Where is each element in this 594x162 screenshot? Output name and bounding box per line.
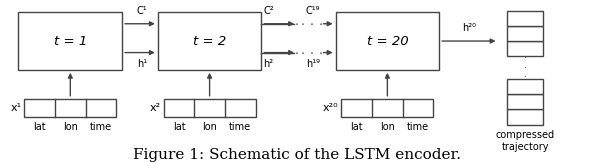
Text: lat: lat: [33, 122, 46, 132]
Text: C¹⁹: C¹⁹: [306, 6, 320, 16]
Text: h¹: h¹: [137, 59, 147, 69]
Text: Figure 1: Schematic of the LSTM encoder.: Figure 1: Schematic of the LSTM encoder.: [133, 148, 461, 162]
Text: $\cdot\cdot\cdot\cdot$: $\cdot\cdot\cdot\cdot$: [295, 46, 323, 59]
Bar: [507, 26, 543, 41]
Bar: [158, 12, 261, 70]
Text: h²: h²: [264, 59, 274, 69]
Text: lon: lon: [202, 122, 217, 132]
Text: C²: C²: [263, 6, 274, 16]
Text: compressed
trajectory: compressed trajectory: [495, 130, 555, 152]
Text: x¹: x¹: [10, 103, 21, 113]
Bar: [336, 12, 439, 70]
Text: lat: lat: [173, 122, 185, 132]
Text: h¹⁹: h¹⁹: [306, 59, 320, 69]
Text: t = 1: t = 1: [53, 35, 87, 48]
Text: time: time: [90, 122, 112, 132]
Bar: [507, 41, 543, 56]
Bar: [18, 12, 122, 70]
Text: C¹: C¹: [137, 6, 147, 16]
Bar: [507, 79, 543, 94]
Bar: [507, 94, 543, 110]
Text: ·
·
·: · · ·: [524, 53, 527, 82]
Text: h²⁰: h²⁰: [462, 23, 476, 33]
Bar: [507, 11, 543, 26]
Text: time: time: [407, 122, 429, 132]
Bar: [164, 99, 255, 117]
Bar: [342, 99, 433, 117]
Text: lon: lon: [63, 122, 78, 132]
Text: t = 2: t = 2: [193, 35, 226, 48]
Text: t = 20: t = 20: [366, 35, 408, 48]
Text: x²⁰: x²⁰: [323, 103, 339, 113]
Text: $\cdot\cdot\cdot\cdot$: $\cdot\cdot\cdot\cdot$: [295, 17, 323, 30]
Text: x²: x²: [150, 103, 161, 113]
Bar: [507, 110, 543, 125]
Text: lon: lon: [380, 122, 395, 132]
Bar: [24, 99, 116, 117]
Text: lat: lat: [350, 122, 363, 132]
Text: time: time: [229, 122, 251, 132]
